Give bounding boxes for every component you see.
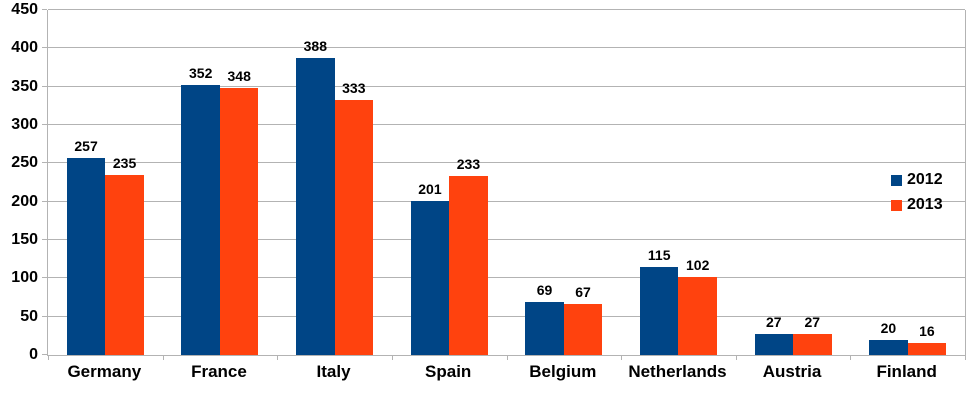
- x-category-label-belgium: Belgium: [529, 362, 597, 381]
- y-axis-tick: [42, 239, 47, 240]
- bar-value-label-2012-netherlands: 115: [647, 246, 671, 263]
- y-axis-tick: [42, 9, 47, 10]
- y-tick-label-0: 0: [29, 346, 38, 363]
- bar-value-label-2012-finland: 20: [880, 319, 897, 336]
- bar-2012-belgium: [525, 302, 564, 355]
- y-axis-tick: [42, 124, 47, 125]
- x-axis-tick: [277, 355, 278, 360]
- bar-2013-belgium: [563, 303, 603, 355]
- bar-value-label-2013-spain: 233: [456, 156, 481, 173]
- bar-2013-netherlands: [678, 276, 717, 355]
- gridline-150: [48, 239, 965, 240]
- bar-2013-italy: [334, 99, 374, 355]
- bar-2012-france: [181, 85, 220, 355]
- x-axis-tick: [507, 355, 508, 360]
- gridline-400: [48, 47, 965, 49]
- x-axis-tick: [48, 355, 49, 360]
- y-tick-label-350: 350: [11, 77, 38, 95]
- bar-value-label-2012-italy: 388: [303, 37, 327, 54]
- y-tick-label-150: 150: [11, 231, 38, 248]
- bar-value-label-2013-austria: 27: [804, 314, 821, 331]
- bar-2013-france: [219, 88, 259, 355]
- bar-value-label-2013-germany: 235: [112, 154, 137, 171]
- legend: 2012 2013: [891, 171, 943, 221]
- bar-2013-germany: [105, 174, 144, 355]
- bar-value-label-2013-italy: 333: [342, 79, 366, 96]
- gridline-50: [48, 315, 965, 317]
- x-category-label-spain: Spain: [425, 362, 472, 381]
- x-axis-tick: [392, 355, 393, 360]
- bar-2012-italy: [296, 57, 335, 355]
- y-tick-label-300: 300: [11, 116, 38, 133]
- gridline-250: [48, 162, 965, 164]
- y-tick-label-100: 100: [11, 269, 38, 287]
- gridline-200: [48, 200, 965, 202]
- x-category-label-finland: Finland: [876, 362, 937, 381]
- legend-swatch-2012: [891, 174, 902, 186]
- bar-value-label-2012-france: 352: [189, 65, 213, 82]
- y-tick-label-250: 250: [11, 154, 38, 172]
- bar-2012-germany: [66, 157, 106, 355]
- y-axis-tick: [42, 162, 47, 164]
- x-axis-tick: [163, 355, 164, 360]
- bar-2012-spain: [410, 200, 450, 355]
- gridline-100: [48, 277, 965, 279]
- x-category-label-netherlands: Netherlands: [628, 362, 727, 381]
- x-axis-tick: [621, 355, 622, 360]
- y-axis-tick: [42, 85, 47, 87]
- bar-2012-netherlands: [639, 266, 679, 355]
- bar-value-label-2013-france: 348: [227, 68, 251, 85]
- bar-value-label-2013-belgium: 67: [575, 283, 591, 300]
- x-axis-tick: [965, 355, 966, 360]
- x-category-label-france: France: [191, 362, 247, 381]
- y-tick-label-50: 50: [20, 307, 38, 325]
- y-axis-tick: [42, 47, 47, 49]
- bar-value-label-2012-germany: 257: [74, 137, 98, 154]
- y-axis-tick: [42, 354, 47, 355]
- y-axis-tick: [42, 200, 47, 202]
- y-axis-tick: [42, 315, 47, 317]
- legend-label-2013: 2013: [907, 196, 943, 213]
- y-axis-tick: [42, 277, 47, 279]
- bar-2013-finland: [907, 342, 947, 355]
- legend-item-2013: 2013: [891, 196, 943, 214]
- bar-2012-finland: [869, 339, 908, 355]
- x-axis-tick: [736, 355, 737, 360]
- y-tick-label-400: 400: [11, 39, 38, 57]
- bar-value-label-2013-netherlands: 102: [686, 256, 710, 273]
- x-category-label-austria: Austria: [762, 362, 822, 381]
- x-axis-tick: [850, 355, 851, 360]
- gridline-450: [48, 9, 965, 10]
- legend-label-2012: 2012: [907, 171, 943, 188]
- plot-area: 257 235 352 348 388 333 201 233 69 67 115 102 27 27 20…: [47, 9, 966, 360]
- bar-value-label-2012-belgium: 69: [536, 282, 553, 299]
- bar-2013-spain: [449, 176, 488, 355]
- bar-2013-austria: [793, 334, 832, 355]
- x-category-label-germany: Germany: [67, 362, 142, 381]
- bar-value-label-2013-finland: 16: [919, 322, 935, 339]
- bar-value-label-2012-austria: 27: [766, 314, 782, 331]
- x-category-label-italy: Italy: [316, 362, 351, 381]
- y-tick-label-450: 450: [11, 1, 38, 18]
- bar-value-label-2012-spain: 201: [418, 180, 442, 197]
- legend-item-2012: 2012: [891, 171, 943, 189]
- legend-swatch-2013: [891, 199, 902, 211]
- gridline-350: [48, 85, 965, 87]
- y-tick-label-200: 200: [11, 192, 38, 210]
- bar-2012-austria: [754, 334, 794, 355]
- gridline-300: [48, 124, 965, 125]
